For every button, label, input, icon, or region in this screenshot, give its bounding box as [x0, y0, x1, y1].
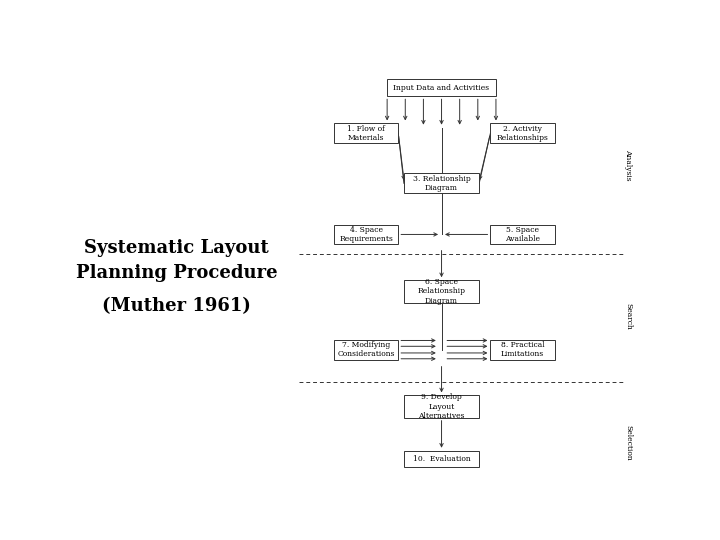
Text: (Muther 1961): (Muther 1961) [102, 297, 251, 315]
FancyBboxPatch shape [334, 225, 398, 244]
FancyBboxPatch shape [387, 79, 496, 97]
Text: 2. Activity
Relationships: 2. Activity Relationships [497, 125, 549, 142]
FancyBboxPatch shape [404, 280, 480, 302]
FancyBboxPatch shape [404, 395, 480, 418]
Text: 5. Space
Available: 5. Space Available [505, 226, 540, 243]
Text: Input Data and Activities: Input Data and Activities [393, 84, 490, 92]
Text: 6. Space
Relationship
Diagram: 6. Space Relationship Diagram [418, 278, 466, 305]
Text: 4. Space
Requirements: 4. Space Requirements [339, 226, 393, 243]
Text: Search: Search [624, 303, 632, 330]
FancyBboxPatch shape [334, 124, 398, 144]
Text: 1. Flow of
Materials: 1. Flow of Materials [347, 125, 385, 142]
FancyBboxPatch shape [490, 225, 554, 244]
FancyBboxPatch shape [490, 340, 554, 360]
Text: Planning Procedure: Planning Procedure [76, 264, 277, 282]
Text: Selection: Selection [624, 426, 632, 461]
FancyBboxPatch shape [334, 340, 398, 360]
Text: Analysis: Analysis [624, 149, 632, 180]
Text: 3. Relationship
Diagram: 3. Relationship Diagram [413, 175, 470, 192]
Text: Systematic Layout: Systematic Layout [84, 239, 269, 256]
Text: 10.  Evaluation: 10. Evaluation [413, 455, 470, 463]
FancyBboxPatch shape [490, 124, 554, 144]
FancyBboxPatch shape [404, 451, 480, 467]
Text: 7. Modifying
Considerations: 7. Modifying Considerations [338, 341, 395, 358]
Text: 9. Develop
Layout
Alternatives: 9. Develop Layout Alternatives [418, 393, 465, 420]
FancyBboxPatch shape [404, 173, 480, 193]
Text: 8. Practical
Limitations: 8. Practical Limitations [500, 341, 544, 358]
